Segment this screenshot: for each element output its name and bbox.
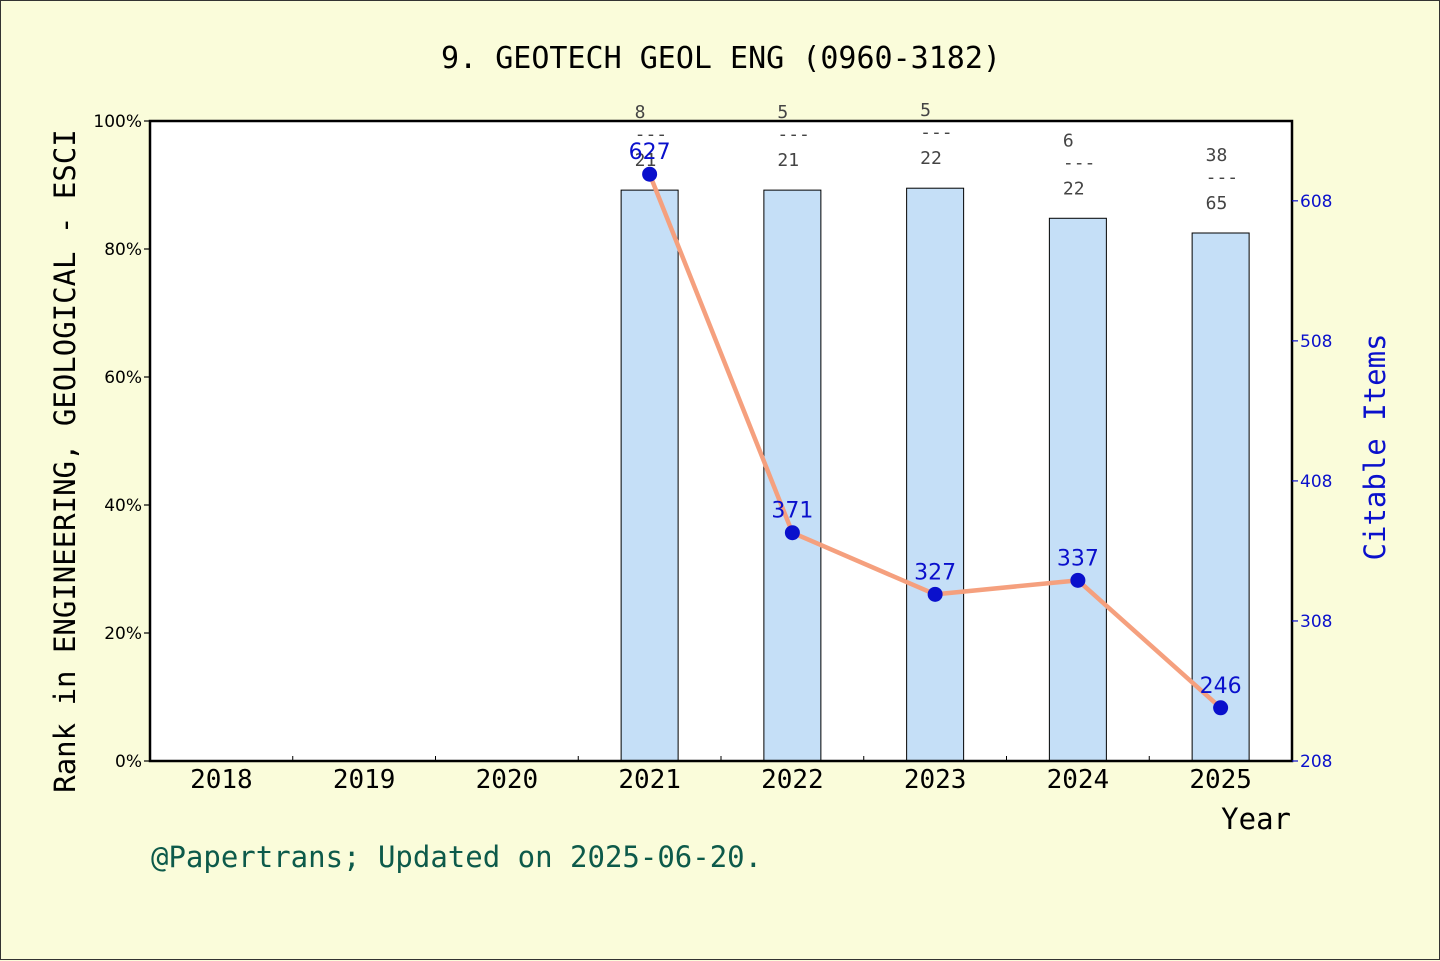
bar-rank-label: 38 xyxy=(1206,145,1228,166)
labels-layer: 8---215---215---226---2238---65627371327… xyxy=(629,100,1242,699)
y-tick-label: 80% xyxy=(104,240,142,260)
x-tick-label: 2019 xyxy=(333,765,396,795)
bar-rank-label: 6 xyxy=(1063,130,1074,151)
x-tick-label: 2021 xyxy=(618,765,681,795)
chart-title: 9. GEOTECH GEOL ENG (0960-3182) xyxy=(441,41,1001,76)
y-tick-label: 60% xyxy=(104,368,142,388)
y2-tick-label: 208 xyxy=(1300,752,1332,772)
x-tick-label: 2020 xyxy=(476,765,539,795)
bar-total-label: 22 xyxy=(920,148,942,169)
bar-rank-label: 5 xyxy=(920,100,931,121)
footer-text: @Papertrans; Updated on 2025-06-20. xyxy=(151,840,762,874)
line-point-2023 xyxy=(927,586,943,602)
y2-tick-label: 508 xyxy=(1300,332,1332,352)
series-line-segment xyxy=(647,171,795,535)
y-tick-label: 100% xyxy=(93,112,142,132)
series-line-segment xyxy=(1075,578,1223,711)
x-tick-label: 2022 xyxy=(761,765,824,795)
line-point-label: 337 xyxy=(1057,546,1099,571)
bar-rank-label: 8 xyxy=(635,102,646,123)
y2-tick-label: 408 xyxy=(1300,472,1332,492)
line-point-2022 xyxy=(784,525,800,541)
bar-2022 xyxy=(763,189,822,762)
axes-layer: 0% 20% 40% 60% 80% 100% 208 308 408 508 608 2018 201… xyxy=(93,112,1332,795)
line-point-label: 371 xyxy=(771,499,813,524)
bars-layer xyxy=(620,187,1250,762)
bar-total-label: 22 xyxy=(1063,178,1085,199)
series-line-segment xyxy=(790,530,938,597)
bar-rank-separator: --- xyxy=(635,124,668,145)
line-layer xyxy=(642,166,1229,716)
line-point-label: 246 xyxy=(1200,674,1242,699)
x-axis-label: Year xyxy=(1221,802,1291,836)
bar-2024 xyxy=(1048,217,1107,762)
x-tick-label: 2023 xyxy=(904,765,967,795)
line-point-label: 627 xyxy=(629,140,671,165)
line-point-2025 xyxy=(1213,700,1229,716)
x-tick-label: 2024 xyxy=(1047,765,1110,795)
y-tick-label: 20% xyxy=(104,624,142,644)
series-line-segment xyxy=(932,578,1081,597)
line-point-label: 327 xyxy=(914,560,956,585)
bar-2021 xyxy=(620,189,679,762)
bar-rank-separator: --- xyxy=(1063,152,1096,173)
bar-total-label: 21 xyxy=(777,150,799,171)
bar-2023 xyxy=(906,187,965,762)
y-axis-label: Rank in ENGINEERING, GEOLOGICAL - ESCI xyxy=(48,129,82,792)
plot-area xyxy=(150,121,1292,761)
y2-axis-label: Citable Items xyxy=(1358,334,1392,561)
bar-rank-separator: --- xyxy=(1206,167,1239,188)
bar-total-label: 21 xyxy=(635,150,657,171)
bar-rank-label: 5 xyxy=(777,102,788,123)
bar-total-label: 65 xyxy=(1206,193,1228,214)
bar-rank-separator: --- xyxy=(920,122,953,143)
line-point-2021 xyxy=(642,166,658,182)
bar-rank-separator: --- xyxy=(777,124,810,145)
y-tick-label: 0% xyxy=(115,752,142,772)
bar-2025 xyxy=(1191,232,1250,762)
y2-tick-label: 308 xyxy=(1300,612,1332,632)
y-tick-label: 40% xyxy=(104,496,142,516)
x-tick-label: 2018 xyxy=(190,765,253,795)
x-tick-label: 2025 xyxy=(1189,765,1252,795)
line-point-2024 xyxy=(1070,572,1086,588)
y2-tick-label: 608 xyxy=(1300,192,1332,212)
